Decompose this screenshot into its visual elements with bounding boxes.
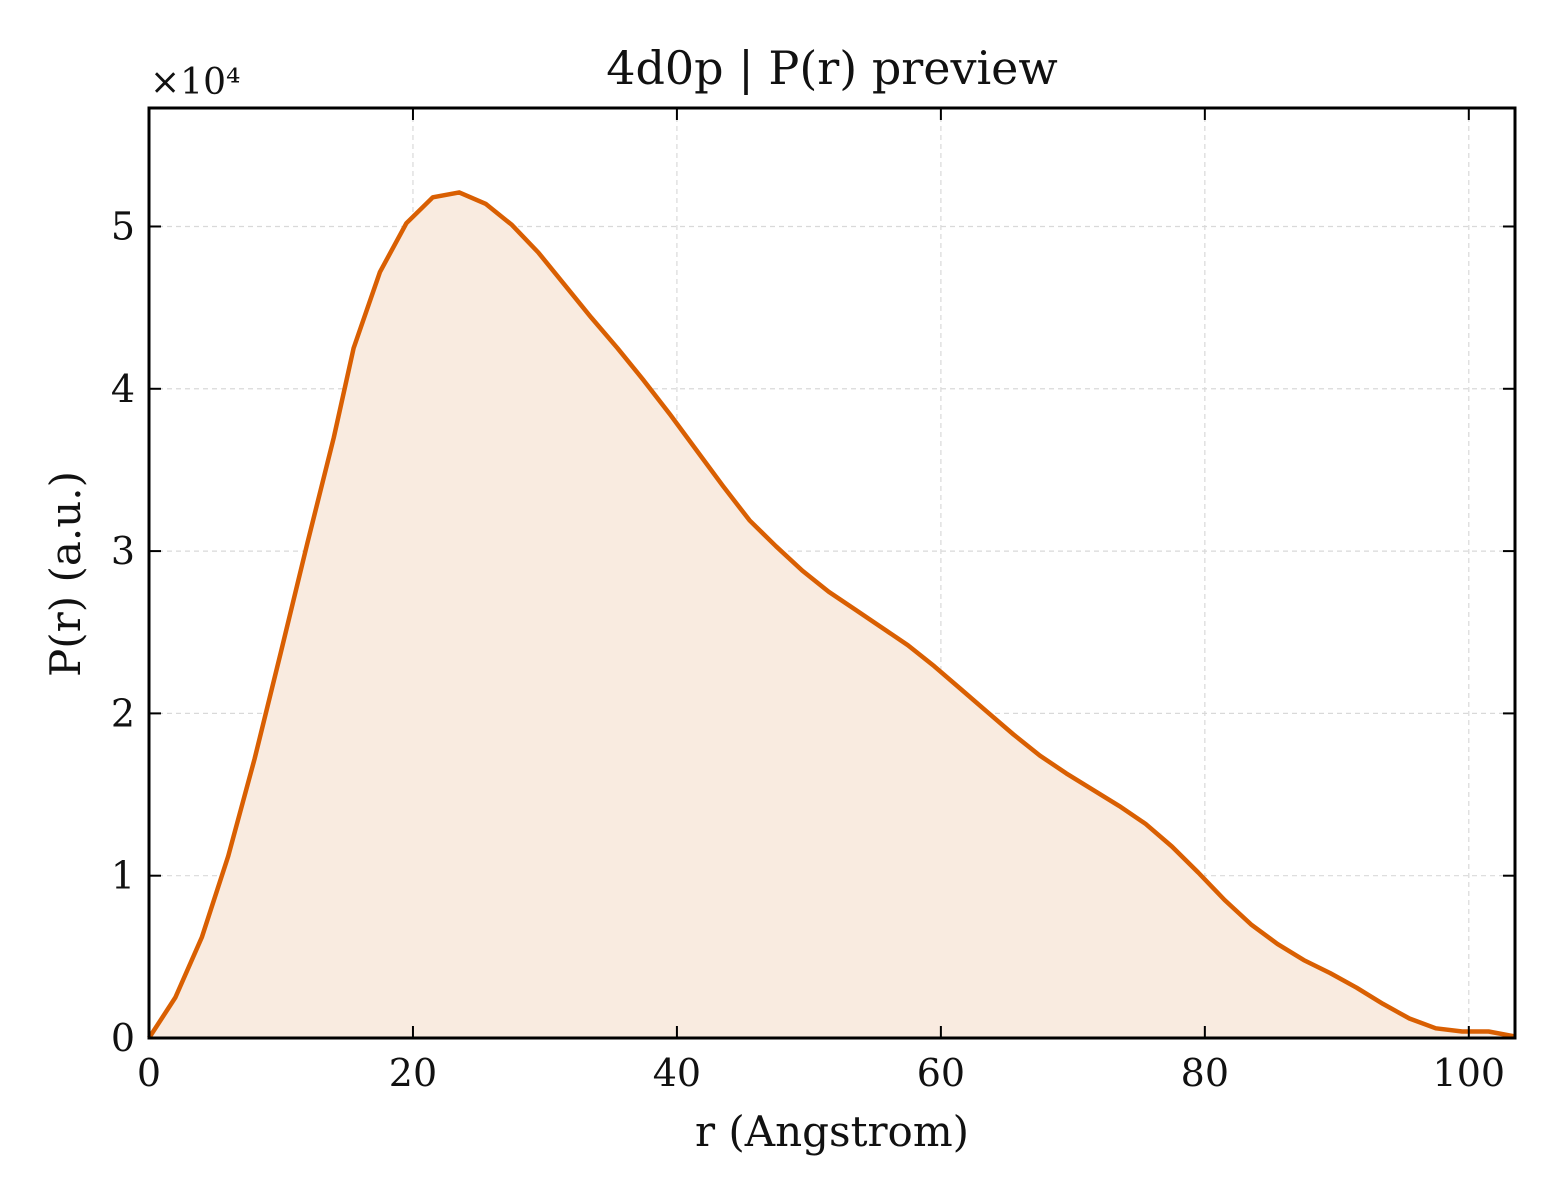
y-axis: 0 1 2 3 4 5 [111,204,1515,1060]
x-axis-label: r (Angstrom) [695,1107,969,1156]
y-tick-label: 5 [111,204,135,248]
y-tick-label: 3 [111,529,135,573]
area-fill [149,192,1515,1038]
chart-title: 4d0p | P(r) preview [606,41,1058,95]
y-axis-multiplier: ×10⁴ [150,62,240,103]
x-axis: 0 20 40 60 80 100 [137,108,1505,1095]
plot-frame [147,106,1517,1040]
x-tick-label: 20 [389,1051,437,1095]
y-axis-label: P(r) (a.u.) [41,471,90,677]
y-tick-label: 0 [111,1016,135,1060]
x-tick-label: 40 [653,1051,701,1095]
y-tick-label: 2 [111,691,135,735]
y-tick-label: 4 [111,367,135,411]
x-tick-label: 60 [917,1051,965,1095]
x-tick-label: 0 [137,1051,161,1095]
x-tick-label: 100 [1433,1051,1506,1095]
y-tick-label: 1 [111,854,135,898]
x-tick-label: 80 [1181,1051,1229,1095]
series-line [147,190,1516,1040]
